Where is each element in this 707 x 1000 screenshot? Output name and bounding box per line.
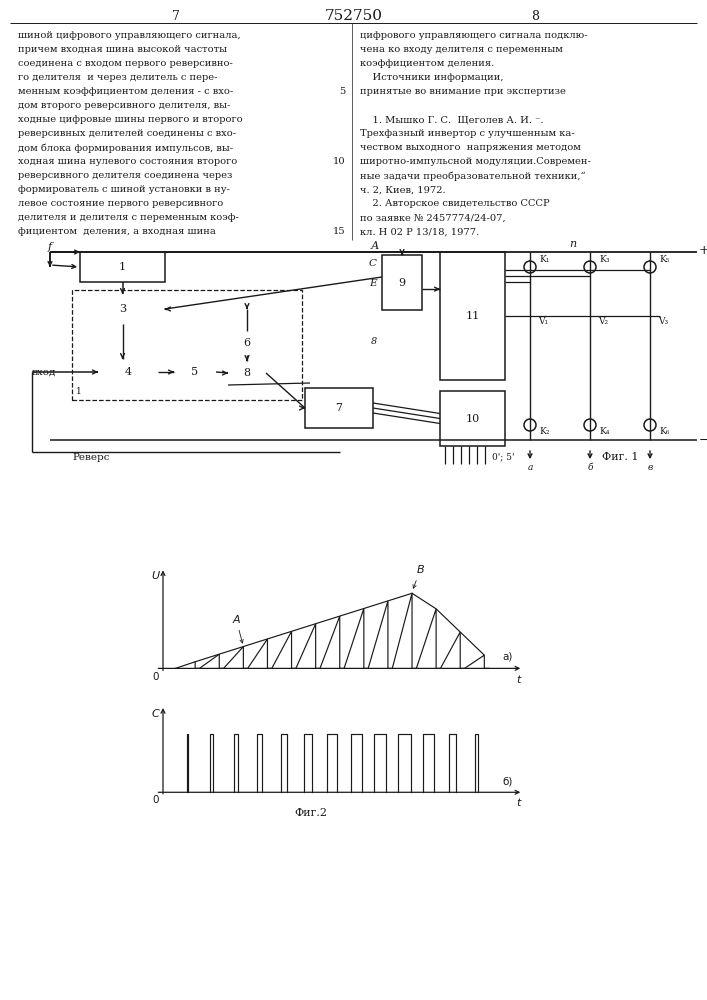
Text: 1. Мышко Г. С.  Щеголев А. И. ⁻.: 1. Мышко Г. С. Щеголев А. И. ⁻.: [360, 115, 544, 124]
Text: ходные цифровые шины первого и второго: ходные цифровые шины первого и второго: [18, 115, 243, 124]
Circle shape: [524, 419, 536, 431]
Text: Е: Е: [369, 278, 377, 288]
Text: широтно-импульсной модуляции.Современ-: широтно-импульсной модуляции.Современ-: [360, 157, 591, 166]
Bar: [80, 294, 165, 324]
Text: Источники информации,: Источники информации,: [360, 74, 503, 83]
Bar: [174, 359, 216, 385]
Text: K₃: K₃: [599, 255, 609, 264]
Text: А: А: [233, 615, 243, 643]
Text: С: С: [369, 258, 377, 267]
Text: V₁: V₁: [538, 316, 548, 326]
Text: 0: 0: [153, 672, 159, 682]
Text: реверсивного делителя соединена через: реверсивного делителя соединена через: [18, 172, 233, 180]
Text: 11: 11: [465, 311, 479, 321]
Text: Трехфазный инвертор с улучшенным ка-: Трехфазный инвертор с улучшенным ка-: [360, 129, 575, 138]
Text: реверсивных делителей соединены с вхо-: реверсивных делителей соединены с вхо-: [18, 129, 236, 138]
Text: ные задачи преобразовательной техники,“: ные задачи преобразовательной техники,“: [360, 171, 585, 181]
Circle shape: [524, 261, 536, 273]
Text: 10: 10: [465, 414, 479, 424]
Text: 0'; 5': 0'; 5': [492, 452, 515, 462]
Text: 0: 0: [153, 795, 159, 805]
Text: В: В: [413, 565, 424, 588]
Text: n: n: [569, 239, 577, 249]
Bar: [440, 252, 505, 380]
Text: левое состояние первого реверсивного: левое состояние первого реверсивного: [18, 200, 223, 209]
Text: С: С: [151, 709, 159, 719]
Text: дом блока формирования импульсов, вы-: дом блока формирования импульсов, вы-: [18, 143, 233, 153]
Text: делителя и делителя с переменным коэф-: делителя и делителя с переменным коэф-: [18, 214, 239, 223]
Text: Фиг.2: Фиг.2: [295, 808, 327, 818]
Bar: [98, 359, 158, 385]
Text: 8: 8: [243, 368, 250, 378]
Text: б): б): [503, 777, 513, 787]
Text: 8: 8: [371, 336, 377, 346]
Text: формирователь с шиной установки в ну-: формирователь с шиной установки в ну-: [18, 186, 230, 194]
Text: кл. Н 02 Р 13/18, 1977.: кл. Н 02 Р 13/18, 1977.: [360, 228, 479, 236]
Text: t: t: [516, 798, 520, 808]
Text: 6: 6: [243, 338, 250, 348]
Text: K₁: K₁: [539, 255, 549, 264]
Text: фициентом  деления, а входная шина: фициентом деления, а входная шина: [18, 228, 216, 236]
Text: K₆: K₆: [659, 428, 670, 436]
Text: причем входная шина высокой частоты: причем входная шина высокой частоты: [18, 45, 227, 54]
Bar: [305, 388, 373, 428]
Text: 752750: 752750: [325, 9, 383, 23]
Text: менным коэффициентом деления - с вхо-: менным коэффициентом деления - с вхо-: [18, 88, 233, 97]
Text: U: U: [151, 571, 159, 581]
Text: 1: 1: [119, 262, 126, 272]
Text: V₃: V₃: [658, 316, 668, 326]
Text: Реверс: Реверс: [72, 452, 110, 462]
Text: в: в: [648, 464, 653, 473]
Text: го делителя  и через делитель с пере-: го делителя и через делитель с пере-: [18, 74, 218, 83]
Text: −: −: [699, 434, 707, 446]
Text: t: t: [516, 675, 520, 685]
Bar: [440, 391, 505, 446]
Circle shape: [584, 261, 596, 273]
Text: +: +: [699, 244, 707, 257]
Bar: [228, 331, 266, 355]
Text: K₅: K₅: [659, 255, 670, 264]
Circle shape: [644, 261, 656, 273]
Text: 5: 5: [339, 88, 345, 97]
Text: дом второго реверсивного делителя, вы-: дом второго реверсивного делителя, вы-: [18, 102, 230, 110]
Bar: [72, 290, 302, 400]
Text: а: а: [527, 464, 532, 473]
Text: 7: 7: [336, 403, 342, 413]
Text: коэффициентом деления.: коэффициентом деления.: [360, 60, 494, 68]
Circle shape: [584, 419, 596, 431]
Text: 10: 10: [332, 157, 345, 166]
Text: принятые во внимание при экспертизе: принятые во внимание при экспертизе: [360, 88, 566, 97]
Text: чена ко входу делителя с переменным: чена ко входу делителя с переменным: [360, 45, 563, 54]
Text: ходная шина нулевого состояния второго: ходная шина нулевого состояния второго: [18, 157, 238, 166]
Text: Фиг. 1: Фиг. 1: [602, 452, 638, 462]
Text: цифрового управляющего сигнала подклю-: цифрового управляющего сигнала подклю-: [360, 31, 588, 40]
Text: соединена с входом первого реверсивно-: соединена с входом первого реверсивно-: [18, 60, 233, 68]
Text: 3: 3: [119, 304, 126, 314]
Text: А: А: [370, 241, 379, 251]
Text: K₂: K₂: [539, 428, 549, 436]
Text: 8: 8: [531, 9, 539, 22]
Text: вход: вход: [32, 367, 57, 376]
Text: f: f: [48, 242, 52, 252]
Text: а): а): [503, 652, 513, 662]
Bar: [382, 255, 422, 310]
Text: по заявке № 2457774/24-07,: по заявке № 2457774/24-07,: [360, 214, 506, 223]
Text: 5: 5: [192, 367, 199, 377]
Bar: [228, 361, 266, 385]
Text: K₄: K₄: [599, 428, 609, 436]
Text: ч. 2, Киев, 1972.: ч. 2, Киев, 1972.: [360, 186, 445, 194]
Text: 2. Авторское свидетельство СССР: 2. Авторское свидетельство СССР: [360, 200, 549, 209]
Bar: [80, 252, 165, 282]
Text: 9: 9: [399, 277, 406, 288]
Text: V₂: V₂: [598, 316, 608, 326]
Text: шиной цифрового управляющего сигнала,: шиной цифрового управляющего сигнала,: [18, 31, 240, 40]
Text: чеством выходного  напряжения методом: чеством выходного напряжения методом: [360, 143, 581, 152]
Text: 4: 4: [124, 367, 132, 377]
Text: 7: 7: [172, 9, 180, 22]
Circle shape: [644, 419, 656, 431]
Text: б: б: [588, 464, 592, 473]
Text: 15: 15: [332, 228, 345, 236]
Text: 1: 1: [76, 387, 82, 396]
